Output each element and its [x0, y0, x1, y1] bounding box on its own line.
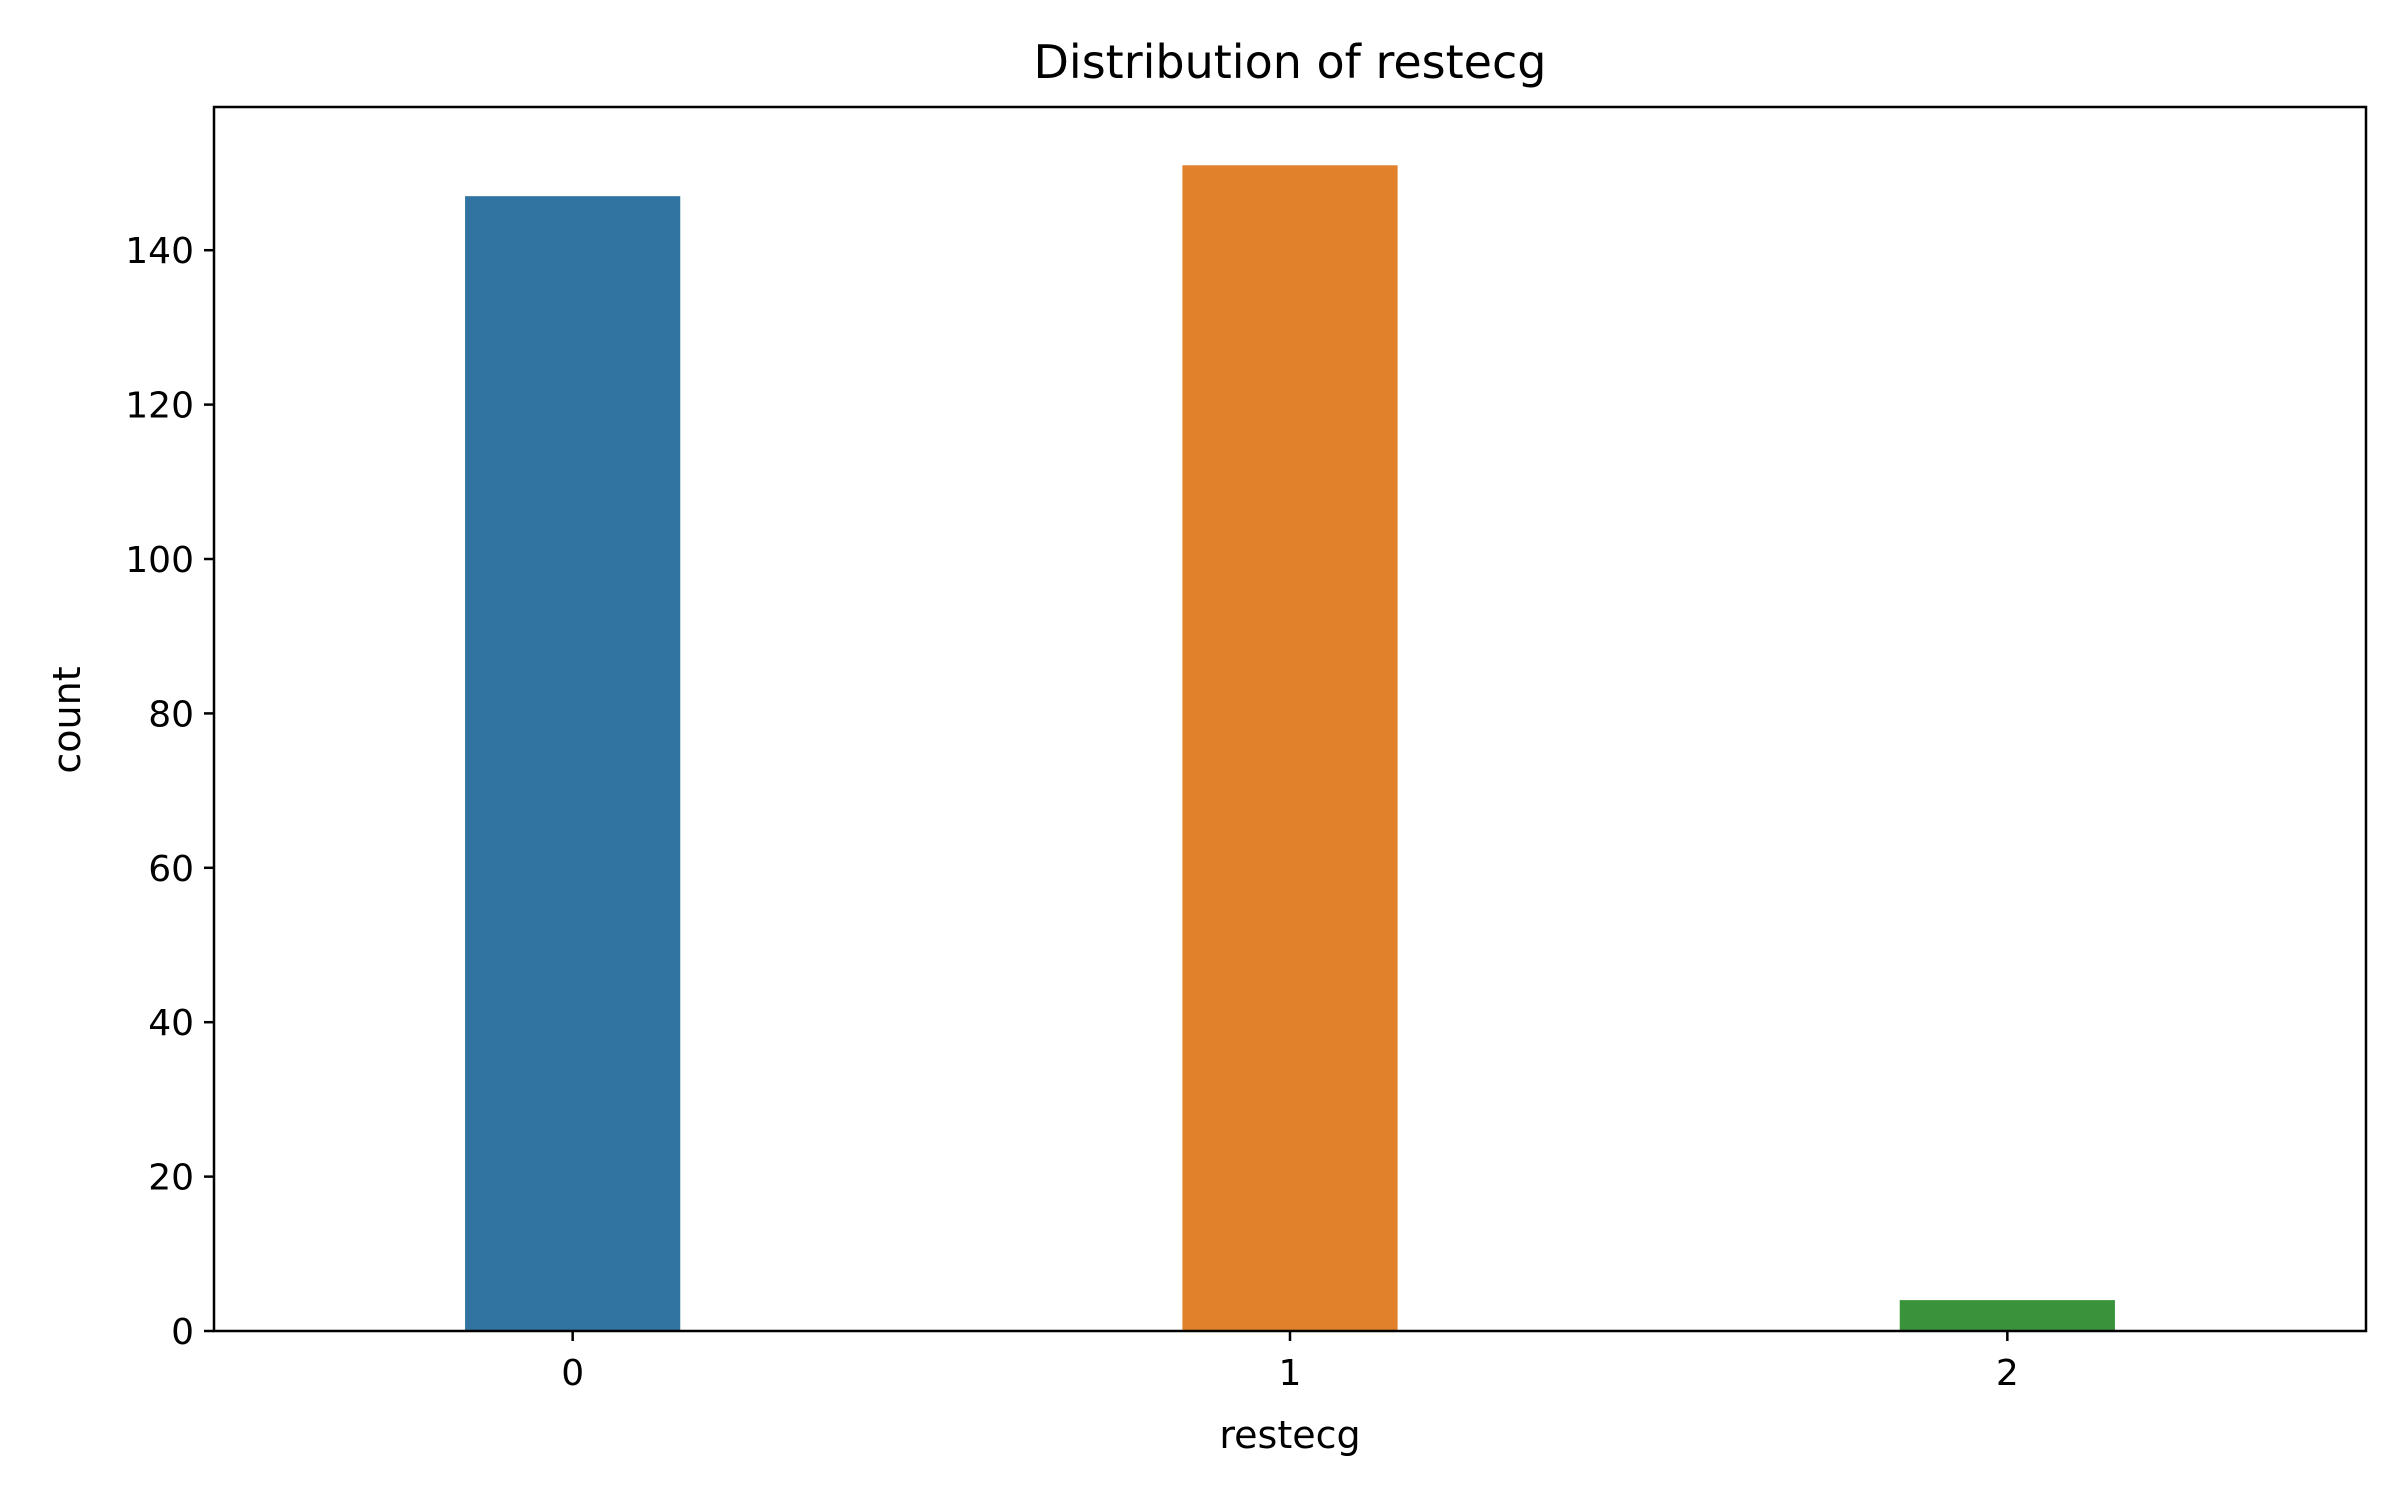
- bar-2: [1899, 1300, 2115, 1331]
- plot-frame: [212, 105, 2368, 1333]
- y-tick-label: 0: [171, 1312, 194, 1353]
- y-tick-label: 100: [125, 540, 194, 581]
- y-tick-label: 40: [148, 1003, 194, 1044]
- x-tick-label: 0: [561, 1353, 584, 1394]
- y-tick-label: 80: [148, 694, 194, 735]
- chart-title: Distribution of restecg: [1034, 35, 1547, 89]
- x-tick-label: 1: [1279, 1353, 1302, 1394]
- x-axis: 0 1 2: [561, 1331, 2019, 1394]
- y-tick-label: 140: [125, 231, 194, 272]
- y-axis: 0 20 40 60 80 100 120 140: [125, 231, 214, 1353]
- bars-group: [465, 165, 2115, 1332]
- y-axis-label: count: [45, 666, 89, 773]
- x-tick-label: 2: [1996, 1353, 2019, 1394]
- y-tick-label: 120: [125, 386, 194, 427]
- bar-1: [1182, 165, 1398, 1331]
- bar-0: [465, 196, 681, 1332]
- y-tick-label: 20: [148, 1158, 194, 1199]
- y-tick-label: 60: [148, 849, 194, 890]
- x-axis-label: restecg: [1219, 1413, 1360, 1457]
